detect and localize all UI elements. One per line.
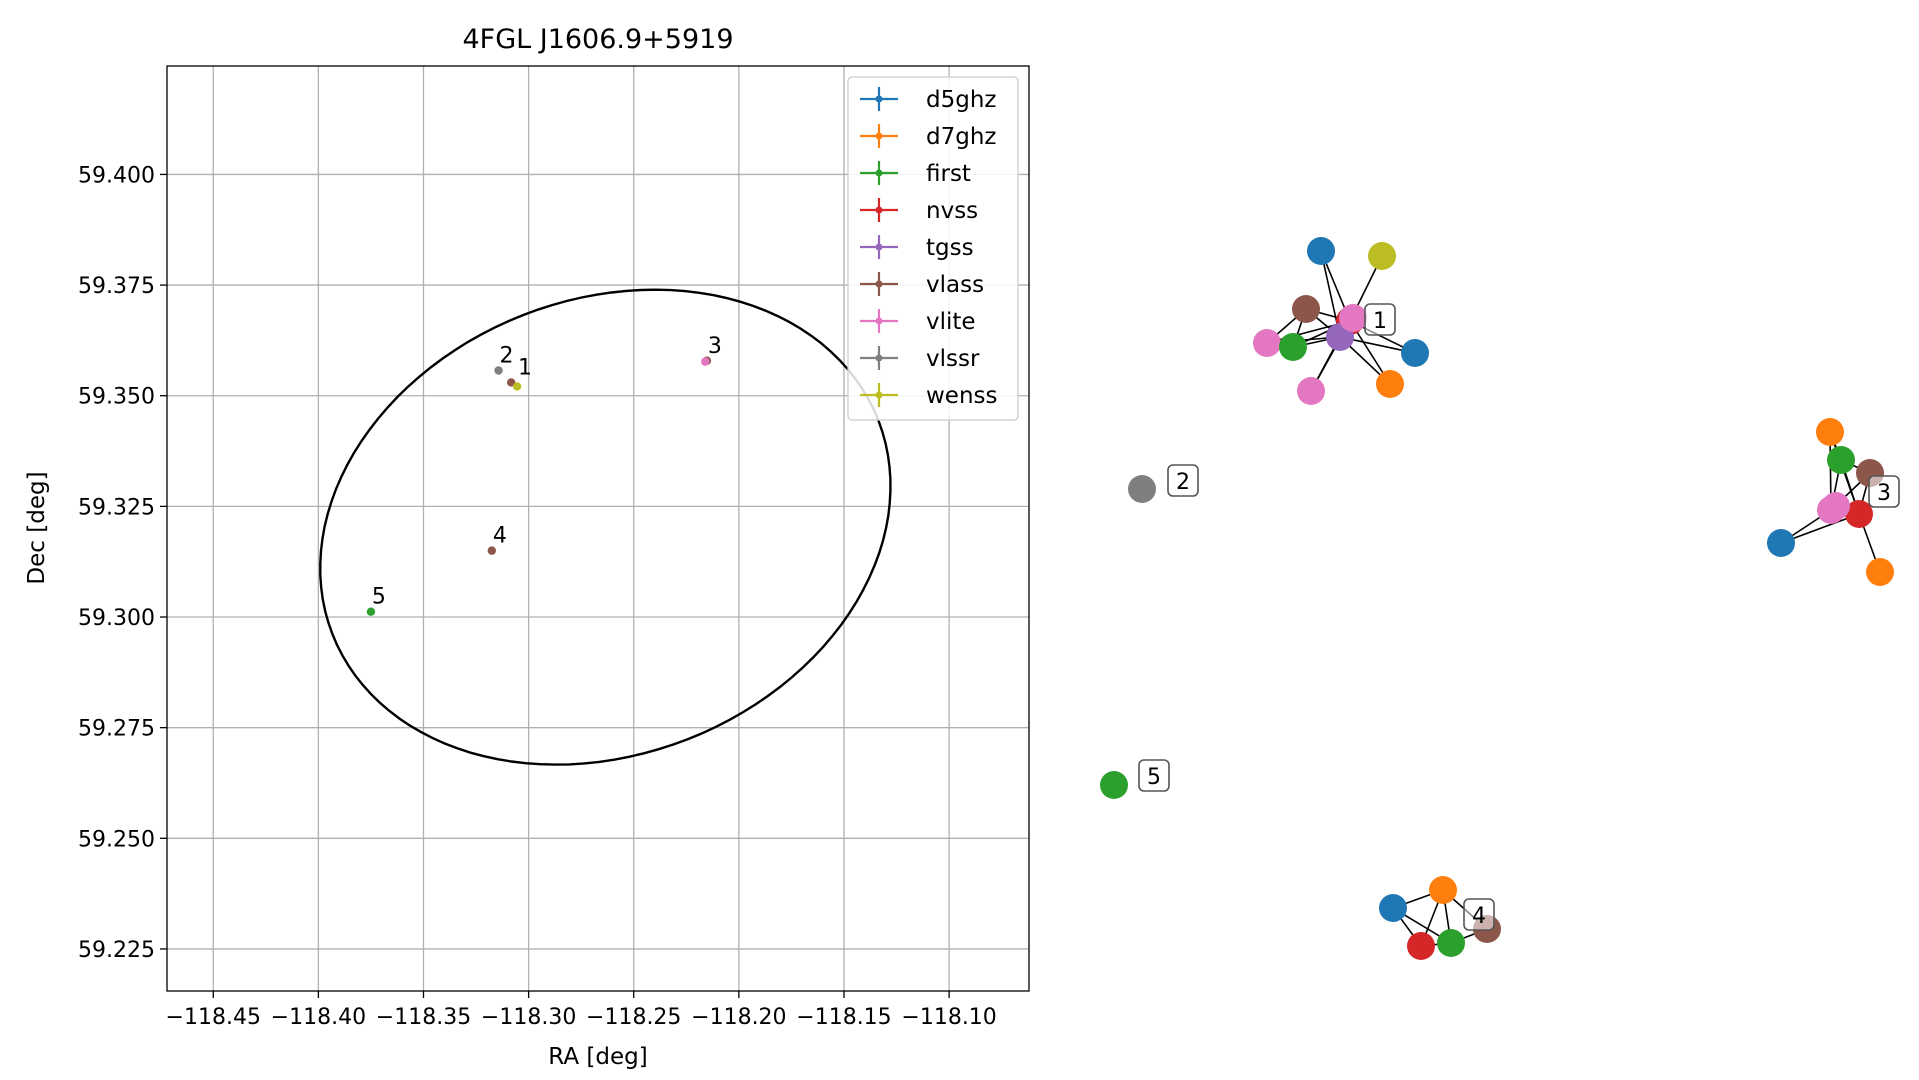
network-node-d5ghz — [1379, 894, 1407, 922]
network-node-vlass — [1292, 295, 1320, 323]
x-tick-label: −118.35 — [376, 1005, 471, 1030]
ellipse-layer — [319, 288, 892, 766]
network-node-first — [1827, 446, 1855, 474]
data-point-vlite — [701, 357, 710, 366]
legend-label-vlass: vlass — [926, 272, 984, 298]
legend-marker-first — [875, 169, 883, 177]
chart-title: 4FGL J1606.9+5919 — [462, 24, 733, 55]
y-tick-label: 59.300 — [78, 606, 155, 631]
source-label-1: 1 — [518, 355, 532, 380]
network-edges — [1266, 250, 1881, 947]
cluster-label-5: 5 — [1147, 765, 1161, 790]
data-point-wenss — [512, 382, 522, 391]
x-tick-label: −118.40 — [271, 1005, 366, 1030]
cluster-label-box — [1463, 898, 1495, 931]
network-node-first — [1100, 771, 1128, 799]
x-axis-label: RA [deg] — [548, 1044, 647, 1070]
network-node-vlssr — [1128, 475, 1156, 503]
cluster-label-box — [1364, 303, 1396, 336]
legend-label-d5ghz: d5ghz — [926, 87, 996, 113]
network-node-d5ghz — [1307, 237, 1335, 265]
legend-label-vlite: vlite — [926, 309, 976, 335]
cluster-label-1: 1 — [1373, 309, 1387, 334]
data-point-first — [366, 607, 376, 616]
x-axis-ticks: −118.45 −118.40 −118.35 −118.30 −118.25 −118.… — [166, 991, 997, 1030]
network-labels: 1 2 3 4 5 — [1138, 303, 1900, 931]
legend-marker-d7ghz — [875, 132, 883, 140]
cluster-label-2: 2 — [1176, 470, 1190, 495]
axes-frame — [166, 65, 1030, 992]
source-label-2: 2 — [500, 343, 514, 368]
cluster-label-box — [1868, 475, 1900, 508]
x-tick-label: −118.30 — [481, 1005, 576, 1030]
legend-label-tgss: tgss — [926, 235, 974, 261]
legend-marker-tgss — [875, 243, 883, 251]
cluster-label-box — [1167, 464, 1199, 497]
data-point-vlssr — [494, 366, 503, 375]
source-label-4: 4 — [493, 524, 507, 549]
network-node-vlite — [1253, 329, 1281, 357]
source-label-3: 3 — [708, 334, 722, 359]
cluster-label-box — [1138, 759, 1170, 792]
network-node-d5ghz — [1767, 529, 1795, 557]
x-tick-label: −118.15 — [796, 1005, 891, 1030]
legend-label-wenss: wenss — [926, 383, 998, 409]
legend-marker-vlass — [875, 280, 883, 288]
legend-box — [847, 76, 1019, 421]
network-node-first — [1279, 333, 1307, 361]
y-tick-label: 59.250 — [78, 827, 155, 852]
points-layer — [366, 356, 712, 616]
network-node-d7ghz — [1429, 876, 1457, 904]
y-tick-label: 59.225 — [78, 938, 155, 963]
network-node-d7ghz — [1866, 558, 1894, 586]
legend-label-vlssr: vlssr — [926, 346, 980, 372]
data-point-vlass — [506, 378, 516, 387]
cluster-label-4: 4 — [1472, 904, 1486, 929]
network-node-vlite — [1339, 304, 1367, 332]
legend-marker-vlssr — [875, 354, 883, 362]
legend-label-nvss: nvss — [926, 198, 978, 224]
legend-marker-wenss — [875, 391, 883, 399]
x-tick-label: −118.10 — [901, 1005, 996, 1030]
legend-marker-vlite — [875, 317, 883, 325]
y-tick-label: 59.350 — [78, 385, 155, 410]
network-graph: 1 2 3 4 5 — [1100, 237, 1900, 960]
network-node-wenss — [1368, 242, 1396, 270]
network-node-d7ghz — [1376, 370, 1404, 398]
x-tick-label: −118.25 — [586, 1005, 681, 1030]
cluster-label-3: 3 — [1877, 481, 1891, 506]
legend-label-first: first — [926, 161, 971, 187]
network-node-vlite — [1297, 377, 1325, 405]
x-tick-label: −118.20 — [691, 1005, 786, 1030]
y-axis-label: Dec [deg] — [24, 471, 50, 584]
legend-label-d7ghz: d7ghz — [926, 124, 996, 150]
y-tick-label: 59.325 — [78, 495, 155, 520]
error-ellipse — [319, 288, 892, 766]
data-point-vlass — [487, 546, 497, 555]
network-node-d7ghz — [1816, 418, 1844, 446]
y-tick-label: 59.375 — [78, 274, 155, 299]
network-nodes — [1100, 237, 1894, 960]
legend-marker-nvss — [875, 206, 883, 214]
y-tick-label: 59.400 — [78, 163, 155, 188]
network-node-d5ghz — [1401, 339, 1429, 367]
x-tick-label: −118.45 — [166, 1005, 261, 1030]
network-node-vlite — [1822, 492, 1850, 520]
network-node-nvss — [1407, 932, 1435, 960]
y-axis-ticks: 59.225 59.250 59.275 59.300 59.325 59.350 59.3… — [78, 163, 167, 963]
network-node-first — [1437, 929, 1465, 957]
legend-marker-d5ghz — [875, 95, 883, 103]
y-tick-label: 59.275 — [78, 717, 155, 742]
source-label-5: 5 — [372, 585, 386, 610]
network-node-nvss — [1845, 500, 1873, 528]
legend: d5ghz d7ghz first nvss tgss vlass vlite vlssr we… — [847, 76, 1019, 421]
annotation-layer: 12 3 4 5 — [372, 334, 722, 610]
